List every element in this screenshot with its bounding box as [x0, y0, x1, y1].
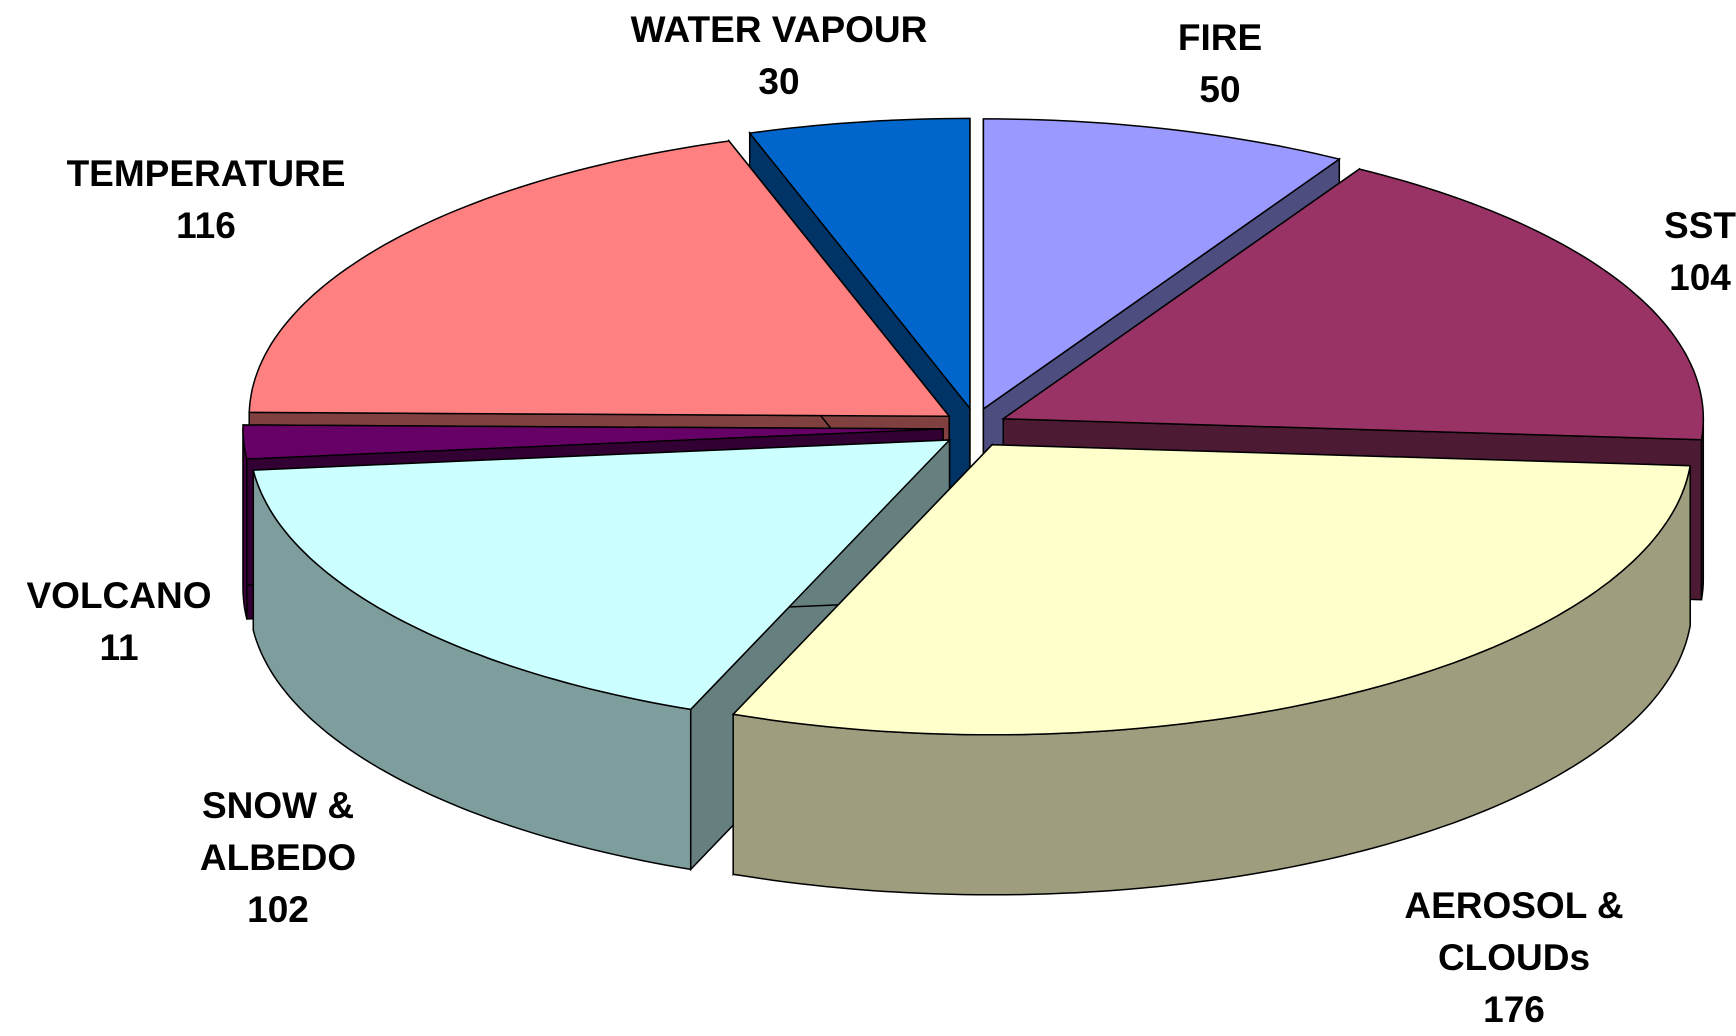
slice-top: [982, 118, 1342, 411]
slice-top: [252, 439, 952, 711]
slice: [731, 442, 1692, 896]
value-label: 104: [1669, 257, 1731, 298]
slice-label: VOLCANO 11: [27, 570, 212, 674]
slice-label: WATER VAPOUR 30: [631, 4, 928, 108]
slice-side: [1700, 418, 1705, 600]
value-label: 11: [99, 627, 139, 668]
slice-label: TEMPERATURE 116: [67, 148, 346, 252]
slice-label: SST 104: [1664, 200, 1736, 304]
value-label: 30: [758, 61, 800, 102]
slice-top: [731, 444, 1692, 736]
category-name: FIRE: [1177, 17, 1263, 58]
slice-top: [248, 140, 951, 418]
category-name: TEMPERATURE: [66, 153, 346, 194]
value-label: 116: [176, 205, 236, 246]
slice-label: FIRE 50: [1178, 12, 1262, 116]
category-name: SST: [1664, 205, 1736, 246]
value-label: 176: [1483, 989, 1545, 1030]
category-name: VOLCANO: [26, 575, 212, 616]
value-label: 102: [247, 889, 309, 930]
category-name: AEROSOL & CLOUDs: [1404, 885, 1624, 978]
slice-top: [748, 117, 971, 411]
category-name: WATER VAPOUR: [630, 9, 928, 50]
slice-top: [1001, 168, 1705, 441]
slice-label: AEROSOL & CLOUDs 176: [1364, 880, 1664, 1036]
slice-label: SNOW & ALBEDO 102: [158, 780, 398, 936]
slice-top: [242, 424, 944, 460]
value-label: 50: [1199, 69, 1241, 110]
category-name: SNOW & ALBEDO: [199, 785, 357, 878]
